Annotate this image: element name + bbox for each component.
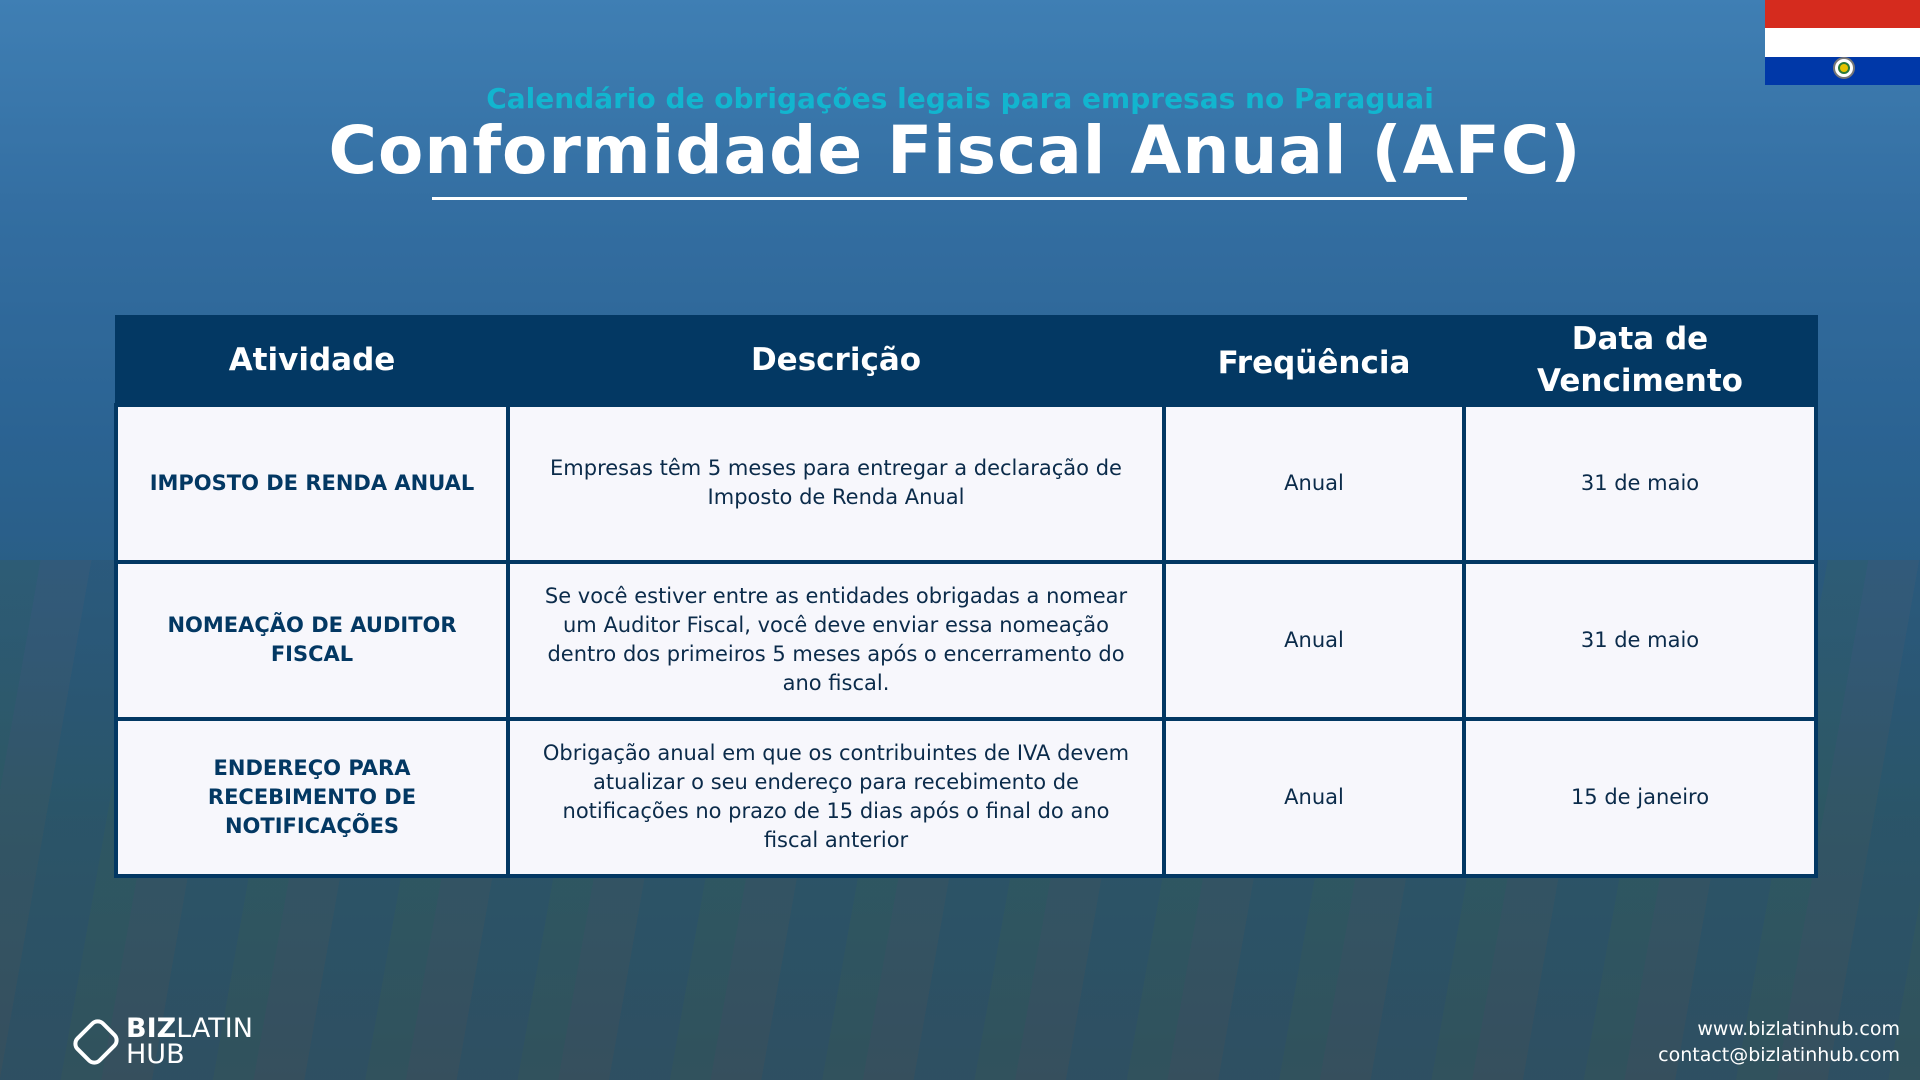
frequency-cell: Anual — [1162, 559, 1466, 721]
frequency-cell: Anual — [1162, 716, 1466, 878]
logo-text-bold: BIZ — [126, 1013, 177, 1044]
frequency-cell: Anual — [1162, 402, 1466, 564]
column-header-description: Descrição — [506, 315, 1166, 406]
page-title: Conformidade Fiscal Anual (AFC) — [328, 112, 1582, 189]
table-row: ENDEREÇO PARA RECEBIMENTO DE NOTIFICAÇÕE… — [114, 716, 1818, 878]
website-link[interactable]: www.bizlatinhub.com — [1697, 1018, 1900, 1040]
logo-text-rest: LATIN — [176, 1013, 253, 1044]
column-header-frequency: Freqüência — [1162, 315, 1466, 406]
column-header-activity: Atividade — [114, 315, 510, 406]
obligations-table: Atividade Descrição Freqüência Data de V… — [114, 315, 1818, 878]
contact-info: www.bizlatinhub.com contact@bizlatinhub.… — [1658, 1016, 1900, 1068]
table-row: IMPOSTO DE RENDA ANUAL Empresas têm 5 me… — [114, 402, 1818, 564]
activity-cell: IMPOSTO DE RENDA ANUAL — [114, 402, 510, 564]
page-subtitle: Calendário de obrigações legais para emp… — [486, 82, 1434, 115]
description-cell: Obrigação anual em que os contribuintes … — [506, 716, 1166, 878]
paraguay-flag-icon — [1765, 0, 1920, 85]
bizlatinhub-logo: BIZLATIN HUB — [69, 1013, 253, 1070]
due-date-cell: 31 de maio — [1462, 402, 1818, 564]
table-header-row: Atividade Descrição Freqüência Data de V… — [114, 315, 1818, 406]
logo-text-line2: HUB — [126, 1039, 185, 1070]
due-date-cell: 31 de maio — [1462, 559, 1818, 721]
email-link[interactable]: contact@bizlatinhub.com — [1658, 1044, 1900, 1066]
activity-cell: NOMEAÇÃO DE AUDITOR FISCAL — [114, 559, 510, 721]
description-cell: Se você estiver entre as entidades obrig… — [506, 559, 1166, 721]
activity-cell: ENDEREÇO PARA RECEBIMENTO DE NOTIFICAÇÕE… — [114, 716, 510, 878]
title-underline — [432, 197, 1467, 200]
description-cell: Empresas têm 5 meses para entregar a dec… — [506, 402, 1166, 564]
logo-mark-icon — [69, 1015, 123, 1069]
due-date-cell: 15 de janeiro — [1462, 716, 1818, 878]
column-header-due-date: Data de Vencimento — [1462, 315, 1818, 406]
table-row: NOMEAÇÃO DE AUDITOR FISCAL Se você estiv… — [114, 559, 1818, 721]
